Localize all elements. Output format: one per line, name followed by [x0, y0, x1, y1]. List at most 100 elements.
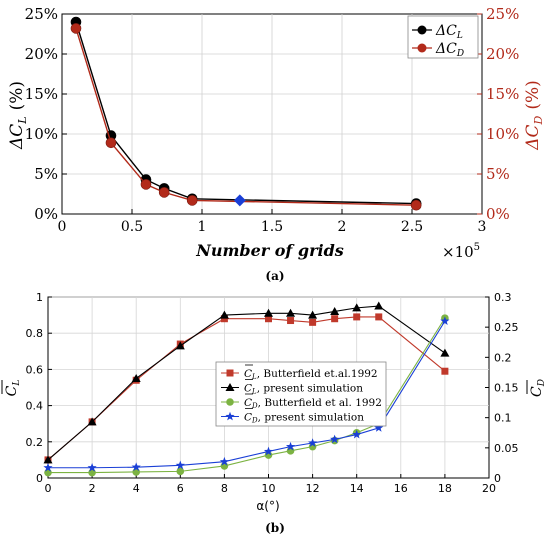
- legend-marker-cd-butterfield: [226, 398, 234, 406]
- x-tick-label: 6: [177, 482, 184, 495]
- y-tick-label-left: 0.8: [26, 327, 44, 340]
- y-ticks-left-a: 0% 5% 10% 15% 20% 25%: [25, 5, 67, 223]
- legend-marker-cl-butterfield: [226, 369, 234, 377]
- y-tick-label-left: 5%: [34, 165, 58, 183]
- y-tick-label-right: 0%: [486, 205, 510, 223]
- svg-text:CL: CL: [4, 380, 22, 397]
- y-tick-label-right: 0.1: [494, 412, 512, 425]
- series-line-cl: [75, 21, 417, 205]
- legend-label-cd-simulation: CD, present simulation: [244, 412, 364, 425]
- y-tick-label-right: 0.15: [494, 382, 519, 395]
- x-tick-label: 1: [198, 219, 207, 235]
- reference-point-diamond: [233, 194, 246, 207]
- x-tick-label: 10: [262, 482, 276, 495]
- y-tick-label-right: 0: [494, 472, 501, 485]
- panel-a: 0 0.5 1 1.5 2 2.5 3 0% 5% 10% 15% 20% 25% 0% 5% 10% 15…: [7, 5, 545, 283]
- y-tick-label-right: 25%: [486, 5, 519, 23]
- x-tick-label: 18: [438, 482, 452, 495]
- data-point-cd-simulation: [285, 441, 296, 451]
- legend-label-cd-butterfield: CD, Butterfield et al. 1992: [244, 397, 382, 410]
- data-point-cl-butterfield: [287, 317, 295, 325]
- data-point-cd-simulation: [43, 462, 53, 472]
- x-tick-label: 12: [306, 482, 320, 495]
- legend-b: CL, Butterfield et.al.1992 CL, present si…: [215, 361, 387, 427]
- y-axis-label-right-b: CD: [526, 379, 547, 397]
- x-axis-label-a: Number of grids: [195, 241, 344, 260]
- y-ticks-right-a: 0% 5% 10% 15% 20% 25%: [477, 5, 519, 223]
- x-tick-label: 0.5: [121, 219, 143, 235]
- legend-label-cl-butterfield: CL, Butterfield et.al.1992: [244, 368, 378, 381]
- x-tick-label: 16: [394, 482, 408, 495]
- data-point-cd: [140, 179, 152, 190]
- legend-marker-cd-simulation: [225, 411, 235, 421]
- x-multiplier-a: ×105: [442, 242, 480, 261]
- svg-text:CD: CD: [529, 379, 547, 397]
- data-point-cl-simulation: [286, 308, 296, 317]
- data-point-cl-simulation: [308, 310, 318, 319]
- legend-a: ΔCL ΔCD: [407, 15, 479, 59]
- x-tick-label: 2.5: [401, 219, 423, 235]
- series-line-cd-butterfield: [48, 317, 446, 474]
- data-point-cd: [158, 187, 170, 198]
- y-tick-label-left: 0.2: [26, 436, 44, 449]
- series-line-cl-simulation: [47, 305, 446, 461]
- data-point-cl-butterfield: [331, 315, 339, 323]
- data-point-cd-simulation: [330, 434, 340, 444]
- data-point-cl-simulation: [131, 373, 141, 382]
- series-line-cd: [75, 28, 417, 206]
- x-tick-label: 4: [133, 482, 140, 495]
- y-ticks-right-b: 0 0.05 0.1 0.15 0.2 0.25 0.3: [485, 291, 519, 485]
- x-tick-label: 20: [482, 482, 496, 495]
- data-point-cd-butterfield: [88, 468, 96, 477]
- series-line-cl-butterfield: [47, 316, 446, 461]
- x-tick-label: 8: [221, 482, 228, 495]
- data-point-cd-simulation: [308, 438, 318, 447]
- data-point-cd: [186, 195, 198, 206]
- data-point-cd-simulation: [175, 460, 185, 470]
- data-point-cl-butterfield: [265, 315, 272, 323]
- y-tick-label-right: 10%: [486, 125, 519, 143]
- legend-label-cl-simulation: CL, present simulation: [244, 383, 363, 396]
- y-tick-label-left: 25%: [25, 5, 58, 23]
- x-tick-label: 3: [478, 219, 487, 235]
- data-point-cd-simulation: [263, 446, 274, 456]
- y-tick-label-left: 1: [36, 291, 43, 304]
- legend-label-cl: ΔCL: [435, 23, 463, 41]
- data-point-cl-simulation: [87, 417, 97, 426]
- data-point-cl-simulation: [330, 306, 340, 315]
- legend-marker-cl-simulation: [225, 383, 235, 391]
- y-tick-label-right: 0.05: [494, 442, 519, 455]
- legend-marker-cd: [417, 43, 427, 53]
- series-a: [70, 16, 422, 211]
- y-tick-label-right: 0.2: [494, 351, 512, 364]
- data-point-cl-simulation: [440, 348, 450, 357]
- legend-label-cd: ΔCD: [435, 41, 464, 59]
- data-point-cd-butterfield: [44, 468, 52, 477]
- y-tick-label-left: 0.4: [26, 400, 44, 413]
- data-point-cl-butterfield: [353, 313, 361, 321]
- data-point-cl-butterfield: [309, 318, 317, 326]
- series-b: [43, 301, 450, 477]
- x-tick-label: 14: [350, 482, 364, 495]
- data-point-cl-simulation: [219, 310, 229, 319]
- legend-box-b: [215, 361, 387, 427]
- data-point-cd-butterfield: [132, 468, 140, 476]
- data-point-cl-butterfield: [220, 315, 228, 323]
- data-point-cl-simulation: [352, 303, 362, 312]
- y-tick-label-right: 5%: [486, 165, 510, 183]
- data-point-cd: [70, 23, 82, 34]
- panel-label-a: (a): [265, 269, 284, 283]
- data-point-cd-simulation: [352, 429, 362, 439]
- y-tick-label-right: 0.3: [494, 291, 512, 304]
- x-tick-label: 2: [89, 482, 96, 495]
- y-ticks-left-b: 0 0.2 0.4 0.6 0.8 1: [26, 291, 52, 485]
- y-tick-label-right: 20%: [486, 45, 519, 63]
- x-ticks-b: 0 2 4 6 8 10 12 14 16 18 20: [45, 474, 496, 495]
- data-point-cl-simulation: [43, 455, 53, 464]
- legend-marker-cl: [417, 25, 427, 35]
- y-tick-label-left: 15%: [25, 85, 58, 103]
- x-tick-label: 0: [45, 482, 52, 495]
- x-tick-label: 0: [58, 219, 67, 235]
- data-point-cl-butterfield: [441, 367, 449, 375]
